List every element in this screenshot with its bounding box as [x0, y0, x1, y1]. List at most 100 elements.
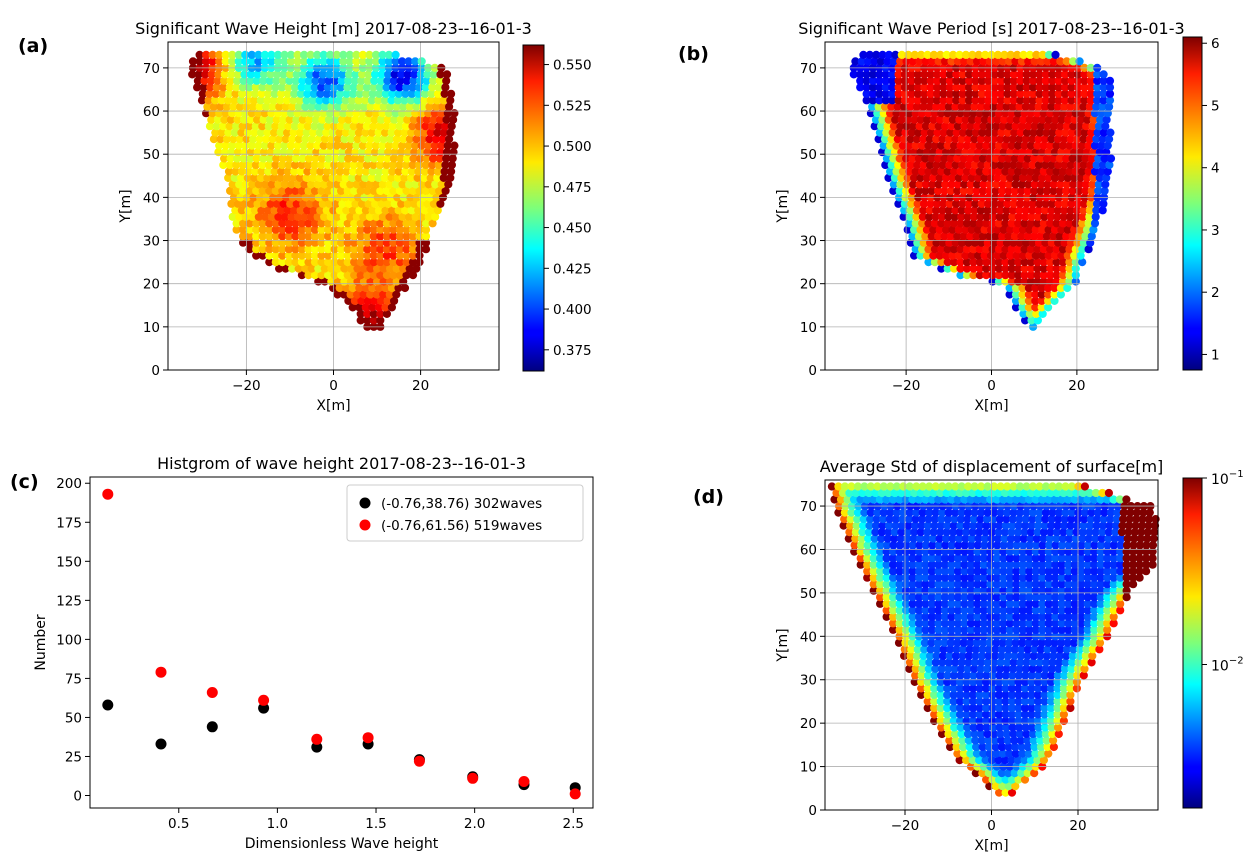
heatmap-point	[369, 83, 378, 92]
heatmap-point	[1033, 316, 1042, 325]
heatmap-point	[303, 89, 312, 98]
heatmap-point	[394, 206, 403, 215]
heatmap-point	[402, 76, 412, 85]
heatmap-point	[271, 258, 280, 267]
heatmap-point	[345, 141, 354, 150]
heatmap-point	[246, 76, 255, 85]
heatmap-point	[323, 160, 332, 170]
heatmap-point	[271, 232, 280, 241]
y-tick-label: 100	[56, 632, 82, 648]
heatmap-point	[356, 251, 365, 260]
heatmap-point	[337, 186, 346, 195]
heatmap-point	[353, 102, 362, 111]
heatmap-point	[304, 219, 313, 228]
heatmap-point	[382, 219, 391, 228]
heatmap-point	[356, 160, 365, 170]
heatmap-point	[278, 219, 287, 228]
heatmap-point	[324, 115, 333, 124]
heatmap-point	[392, 102, 401, 111]
heatmap-point	[330, 83, 339, 92]
heatmap-point	[289, 128, 298, 137]
heatmap-point	[300, 180, 309, 189]
heatmap-point	[318, 70, 327, 79]
chart-title: Significant Wave Period [s] 2017-08-23--…	[798, 19, 1184, 38]
heatmap-point	[428, 160, 437, 170]
heatmap-point	[344, 154, 353, 163]
heatmap-point	[383, 296, 392, 305]
heatmap-point	[194, 70, 203, 79]
heatmap-point	[330, 186, 339, 195]
heatmap-point	[273, 70, 282, 79]
heatmap-point	[358, 70, 367, 79]
heatmap-point	[407, 167, 416, 176]
heatmap-point	[405, 264, 414, 273]
heatmap-point	[256, 128, 266, 137]
heatmap-point	[402, 258, 411, 267]
heatmap-point	[382, 160, 391, 170]
heatmap-point	[257, 167, 266, 176]
heatmap-point	[363, 245, 372, 254]
heatmap-point	[303, 206, 312, 215]
heatmap-point	[234, 57, 243, 66]
heatmap-point	[269, 173, 278, 182]
heatmap-point	[356, 122, 365, 131]
heatmap-point	[421, 122, 430, 131]
heatmap-point	[365, 180, 374, 189]
heatmap-point	[258, 122, 267, 131]
heatmap-point	[246, 70, 256, 79]
heatmap-point	[381, 167, 390, 176]
y-tick-label: 20	[800, 277, 817, 293]
heatmap-point	[195, 50, 204, 60]
heatmap-point	[215, 50, 224, 60]
heatmap-point	[349, 167, 358, 176]
heatmap-point	[273, 199, 282, 208]
heatmap-point	[258, 83, 267, 92]
heatmap-point	[427, 167, 436, 176]
heatmap-point	[352, 212, 361, 221]
heatmap-point	[433, 89, 443, 98]
heatmap-point	[389, 271, 398, 280]
heatmap-point	[410, 70, 419, 79]
heatmap-point	[343, 251, 352, 260]
heatmap-point	[342, 206, 351, 215]
heatmap-point	[408, 122, 417, 131]
heatmap-point	[395, 225, 404, 234]
scatter-point	[311, 733, 323, 745]
heatmap-point	[335, 167, 345, 176]
heatmap-markers	[188, 50, 459, 331]
heatmap-point	[442, 154, 451, 163]
heatmap-point	[353, 290, 362, 299]
heatmap-point	[1056, 283, 1065, 293]
heatmap-point	[316, 89, 325, 98]
heatmap-point	[382, 251, 391, 260]
heatmap-point	[258, 225, 267, 234]
heatmap-point	[259, 115, 268, 124]
heatmap-point	[232, 122, 241, 131]
heatmap-point	[273, 50, 283, 60]
heatmap-point	[295, 96, 305, 105]
heatmap-point	[433, 206, 442, 215]
x-tick-label: 1.0	[267, 816, 288, 832]
heatmap-point	[311, 76, 320, 85]
heatmap-point	[265, 245, 274, 254]
heatmap-point	[1046, 271, 1055, 280]
heatmap-point	[289, 173, 298, 182]
heatmap-point	[423, 70, 432, 79]
chart-title: Significant Wave Height [m] 2017-08-23--…	[135, 19, 532, 38]
heatmap-point	[263, 206, 273, 215]
heatmap-point	[411, 141, 420, 150]
heatmap-point	[317, 122, 326, 131]
heatmap-point	[340, 264, 349, 273]
heatmap-point	[324, 271, 333, 280]
heatmap-point	[389, 219, 398, 228]
heatmap-point	[429, 70, 438, 79]
heatmap-point	[371, 57, 381, 66]
heatmap-point	[368, 206, 377, 215]
heatmap-point	[1024, 283, 1033, 293]
heatmap-point	[382, 122, 391, 131]
heatmap-point	[391, 180, 401, 189]
heatmap-point	[336, 83, 345, 92]
heatmap-point	[224, 167, 234, 176]
heatmap-point	[262, 135, 271, 144]
heatmap-point	[403, 115, 412, 124]
